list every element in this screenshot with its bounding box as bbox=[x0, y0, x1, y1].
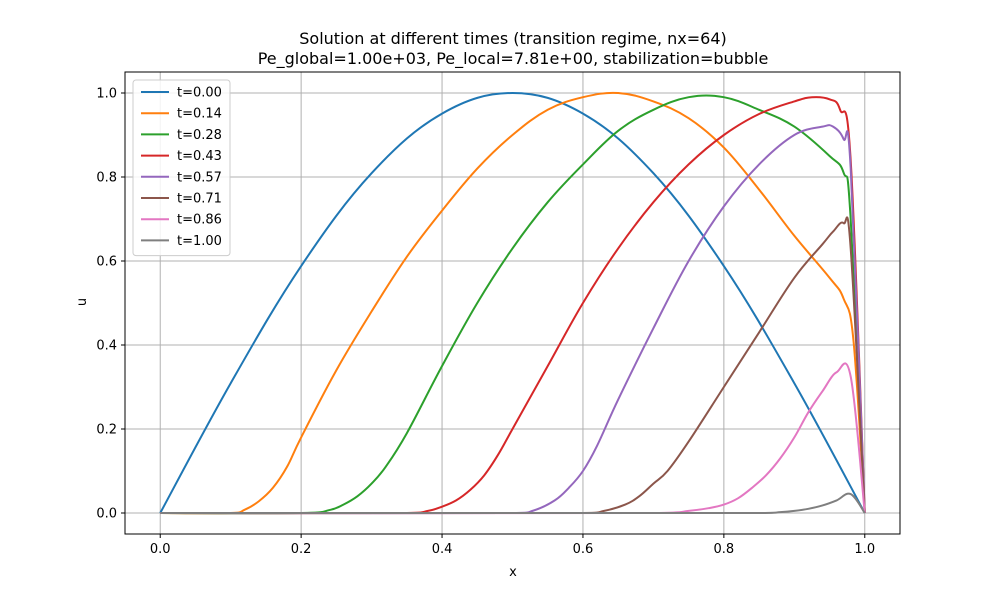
series-line-6 bbox=[160, 362, 866, 515]
y-axis-label: u bbox=[75, 298, 90, 306]
series-line-2 bbox=[160, 94, 866, 515]
legend-box bbox=[132, 79, 231, 257]
x-tick-label: 0.8 bbox=[714, 542, 735, 557]
x-tick-label: 0.6 bbox=[573, 542, 594, 557]
x-tick-label: 0.0 bbox=[150, 542, 171, 557]
plot-frame bbox=[124, 71, 901, 535]
legend-label: t=0.14 bbox=[177, 107, 222, 122]
series-line-3 bbox=[160, 96, 866, 515]
series-line-0 bbox=[159, 92, 866, 514]
series-line-1 bbox=[160, 91, 866, 515]
x-tick-label: 0.4 bbox=[432, 542, 453, 557]
x-tick-label: 0.2 bbox=[291, 542, 312, 557]
x-axis-label: x bbox=[509, 565, 517, 580]
y-tick-label: 0.2 bbox=[96, 423, 117, 438]
legend-label: t=0.00 bbox=[177, 86, 222, 101]
legend-label: t=0.28 bbox=[177, 128, 222, 143]
x-axis-ticks: 0.0 0.2 0.4 0.6 0.8 1.0 bbox=[150, 534, 875, 557]
series-line-5 bbox=[160, 216, 866, 515]
y-tick-label: 1.0 bbox=[96, 87, 117, 102]
series-line-4 bbox=[160, 124, 866, 515]
x-tick-label: 1.0 bbox=[854, 542, 875, 557]
series-layer bbox=[159, 91, 866, 515]
legend: t=0.00 t=0.14 t=0.28 t=0.43 t=0.57 t=0.71 t=0.… bbox=[132, 79, 231, 257]
y-tick-label: 0.0 bbox=[96, 507, 117, 522]
legend-label: t=0.71 bbox=[177, 192, 222, 207]
y-axis-ticks: 0.0 0.2 0.4 0.6 0.8 1.0 bbox=[96, 87, 125, 522]
legend-label: t=0.57 bbox=[177, 170, 222, 185]
y-tick-label: 0.6 bbox=[96, 255, 117, 270]
series-line-7 bbox=[160, 492, 866, 515]
y-tick-label: 0.8 bbox=[96, 171, 117, 186]
legend-label: t=0.43 bbox=[177, 149, 222, 164]
chart-subtitle: Pe_global=1.00e+03, Pe_local=7.81e+00, s… bbox=[258, 49, 769, 69]
legend-label: t=1.00 bbox=[177, 234, 222, 249]
legend-label: t=0.86 bbox=[177, 213, 222, 228]
y-tick-label: 0.4 bbox=[96, 339, 117, 354]
chart-title: Solution at different times (transition … bbox=[299, 29, 726, 48]
